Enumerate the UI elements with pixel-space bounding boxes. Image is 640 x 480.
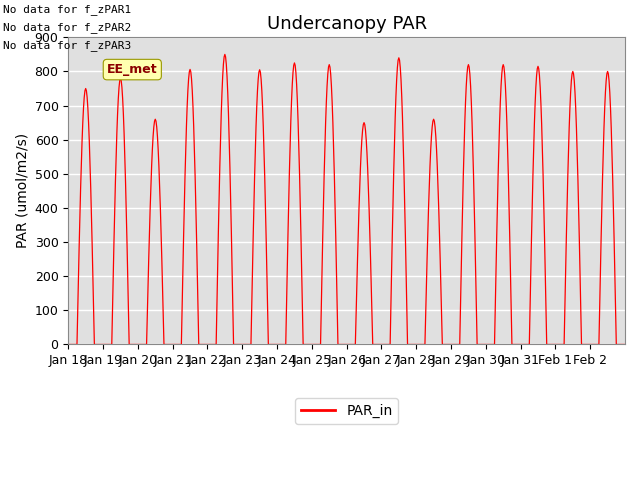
Y-axis label: PAR (umol/m2/s): PAR (umol/m2/s): [15, 133, 29, 249]
Text: No data for f_zPAR1: No data for f_zPAR1: [3, 4, 131, 15]
Text: EE_met: EE_met: [107, 63, 157, 76]
Text: No data for f_zPAR2: No data for f_zPAR2: [3, 22, 131, 33]
Text: No data for f_zPAR3: No data for f_zPAR3: [3, 40, 131, 51]
Legend: PAR_in: PAR_in: [295, 398, 398, 423]
Title: Undercanopy PAR: Undercanopy PAR: [267, 15, 427, 33]
